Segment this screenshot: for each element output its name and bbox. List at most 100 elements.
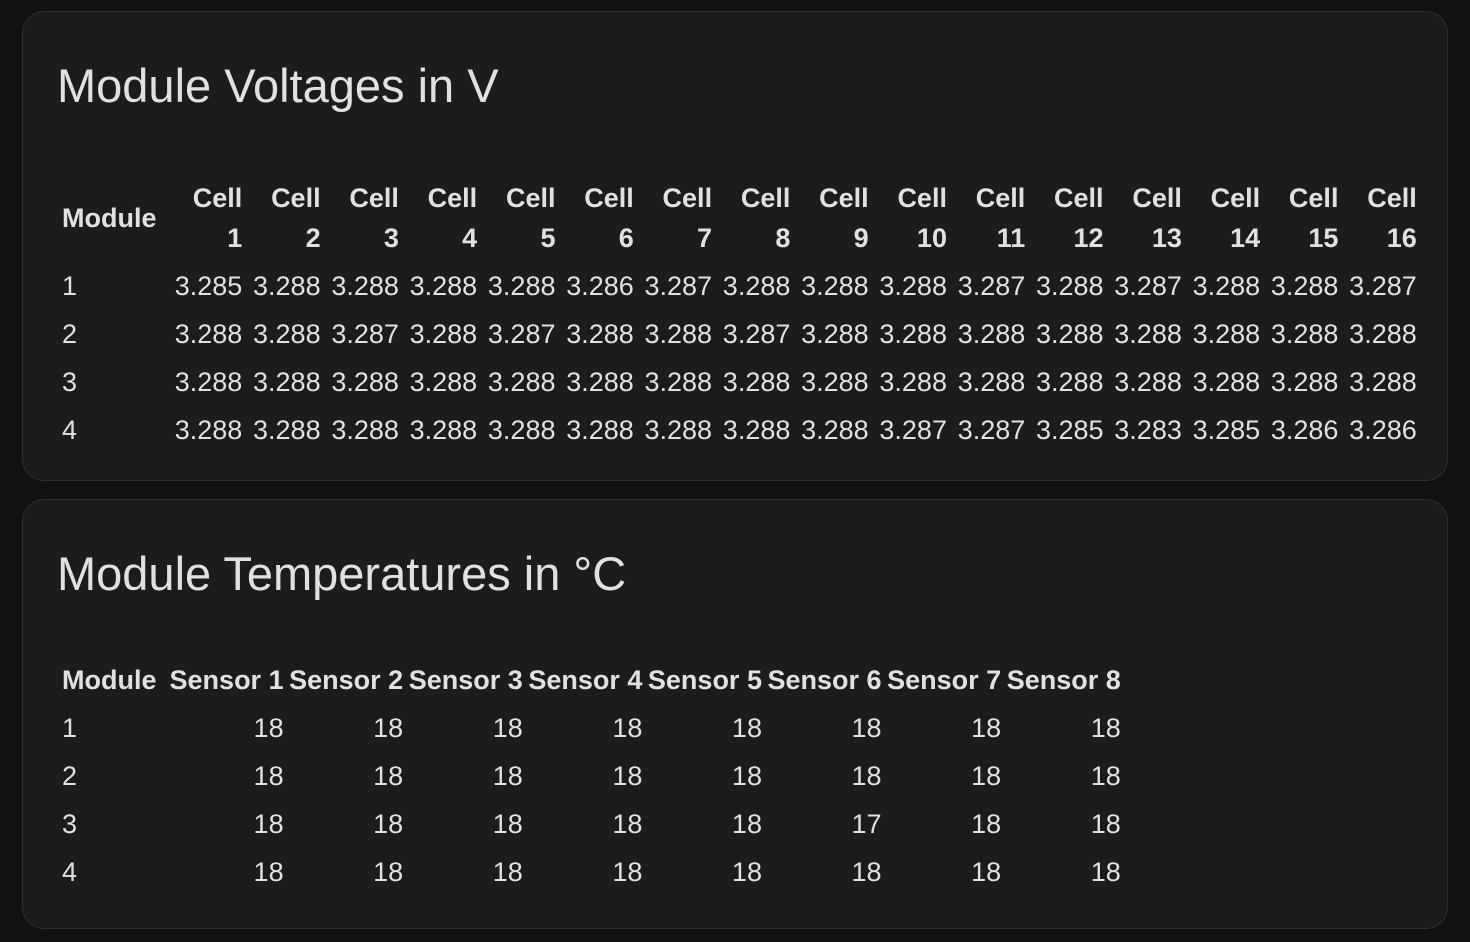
cell-header-label: Cell	[897, 183, 947, 213]
temperature-value: 18	[373, 760, 404, 791]
voltage-value: 3.287	[879, 415, 947, 445]
temperatures-sensor-header: Sensor 1	[169, 665, 284, 695]
temperature-value: 18	[253, 760, 284, 791]
voltage-value: 3.288	[174, 367, 243, 397]
voltage-value: 3.287	[1349, 271, 1417, 301]
temperatures-sensor-header: Sensor 3	[408, 665, 523, 695]
cell-header-number: 3	[383, 223, 399, 253]
voltage-value: 3.288	[1349, 367, 1417, 397]
voltages-header-row: Module Cell 1 Cell 2 Cell 3 Cell 4 Cell 5 Cell 6 Cel…	[62, 174, 1417, 262]
cell-header-label: Cell	[505, 183, 556, 213]
voltages-cell-header: Cell 10	[869, 174, 947, 262]
module-number: 1	[62, 271, 78, 301]
voltage-value: 3.288	[331, 415, 399, 445]
temperature-value: 18	[253, 808, 284, 839]
cell-header-label: Cell	[819, 183, 869, 213]
voltages-cell-header: Cell 7	[634, 174, 713, 262]
cell-header-label: Cell	[662, 183, 713, 213]
voltage-value: 3.288	[801, 367, 869, 397]
temperature-value: 18	[612, 760, 643, 791]
voltage-value: 3.288	[253, 319, 321, 349]
temperature-value: 18	[971, 856, 1002, 887]
voltage-value: 3.288	[1035, 319, 1104, 349]
voltages-row: 3 3.288 3.288 3.288 3.288 3.288 3.288 3.288 3.28…	[62, 358, 1417, 406]
voltage-value: 3.288	[1035, 367, 1104, 397]
voltage-value: 3.288	[174, 415, 243, 445]
voltage-value: 3.288	[1270, 367, 1339, 397]
cell-header-label: Cell	[349, 183, 399, 213]
voltage-value: 3.287	[957, 415, 1026, 445]
temperature-value: 18	[373, 712, 404, 743]
cell-header-number: 9	[853, 223, 869, 253]
cell-header-number: 2	[305, 223, 321, 253]
voltages-cell-header: Cell 11	[947, 174, 1026, 262]
cell-header-label: Cell	[427, 183, 478, 213]
temperature-value: 18	[851, 712, 882, 743]
voltage-value: 3.288	[487, 415, 556, 445]
voltage-value: 3.288	[409, 271, 478, 301]
voltages-row: 1 3.285 3.288 3.288 3.288 3.288 3.286 3.287 3.28…	[62, 262, 1417, 310]
cell-header-number: 1	[227, 223, 243, 253]
module-number: 1	[62, 712, 78, 743]
voltage-value: 3.286	[1270, 415, 1339, 445]
temperature-value: 18	[492, 856, 523, 887]
module-number: 2	[62, 319, 78, 349]
temperature-value: 18	[971, 760, 1002, 791]
voltage-value: 3.288	[409, 319, 478, 349]
temperatures-sensor-header: Sensor 7	[887, 665, 1002, 695]
voltage-value: 3.288	[1114, 367, 1182, 397]
voltage-value: 3.288	[487, 367, 556, 397]
voltage-value: 3.288	[1192, 319, 1261, 349]
voltages-row: 2 3.288 3.288 3.287 3.288 3.287 3.288 3.288 3.28…	[62, 310, 1417, 358]
cell-header-label: Cell	[1210, 183, 1261, 213]
voltage-value: 3.288	[957, 319, 1026, 349]
temperatures-row: 3 18 18 18 18 18 17 18 18	[62, 800, 1121, 848]
voltage-value: 3.287	[957, 271, 1026, 301]
temperature-value: 18	[1090, 712, 1121, 743]
temperatures-card: Module Temperatures in °C Module Sensor …	[22, 499, 1448, 929]
cell-header-number: 16	[1386, 223, 1417, 253]
voltage-value: 3.288	[566, 415, 634, 445]
cell-header-number: 6	[618, 223, 634, 253]
cell-header-number: 11	[996, 223, 1026, 253]
voltage-value: 3.288	[331, 367, 399, 397]
temperature-value: 18	[851, 760, 882, 791]
temperatures-title: Module Temperatures in °C	[57, 547, 627, 600]
voltage-value: 3.288	[801, 271, 869, 301]
cell-header-number: 15	[1308, 223, 1339, 253]
module-number: 4	[62, 415, 78, 445]
voltage-value: 3.288	[722, 367, 791, 397]
temperature-value: 17	[851, 808, 882, 839]
voltages-cell-header: Cell 13	[1104, 174, 1182, 262]
voltage-value: 3.288	[1035, 271, 1104, 301]
cell-header-label: Cell	[1367, 183, 1417, 213]
voltage-value: 3.288	[722, 415, 791, 445]
temperature-value: 18	[492, 808, 523, 839]
voltage-value: 3.287	[644, 271, 713, 301]
cell-header-label: Cell	[271, 183, 321, 213]
cell-header-label: Cell	[1288, 183, 1339, 213]
voltage-value: 3.287	[487, 319, 556, 349]
cell-header-label: Cell	[975, 183, 1026, 213]
cell-header-label: Cell	[740, 183, 791, 213]
temperatures-sensor-header: Sensor 2	[289, 665, 404, 695]
temperature-value: 18	[1090, 808, 1121, 839]
voltage-value: 3.288	[644, 367, 713, 397]
temperatures-sensor-header: Sensor 5	[647, 665, 762, 695]
temperatures-row: 4 18 18 18 18 18 18 18 18	[62, 848, 1121, 896]
voltage-value: 3.287	[722, 319, 791, 349]
temperature-value: 18	[731, 856, 762, 887]
temperature-value: 18	[373, 808, 404, 839]
cell-header-number: 5	[540, 223, 556, 253]
temperature-value: 18	[492, 760, 523, 791]
voltages-cell-header: Cell 6	[555, 174, 634, 262]
voltage-value: 3.288	[801, 319, 869, 349]
voltages-title: Module Voltages in V	[57, 59, 499, 112]
voltage-value: 3.288	[566, 319, 634, 349]
voltages-cell-header: Cell 9	[790, 174, 869, 262]
cell-header-number: 7	[697, 223, 713, 253]
voltage-value: 3.288	[1349, 319, 1417, 349]
cell-header-label: Cell	[1054, 183, 1104, 213]
